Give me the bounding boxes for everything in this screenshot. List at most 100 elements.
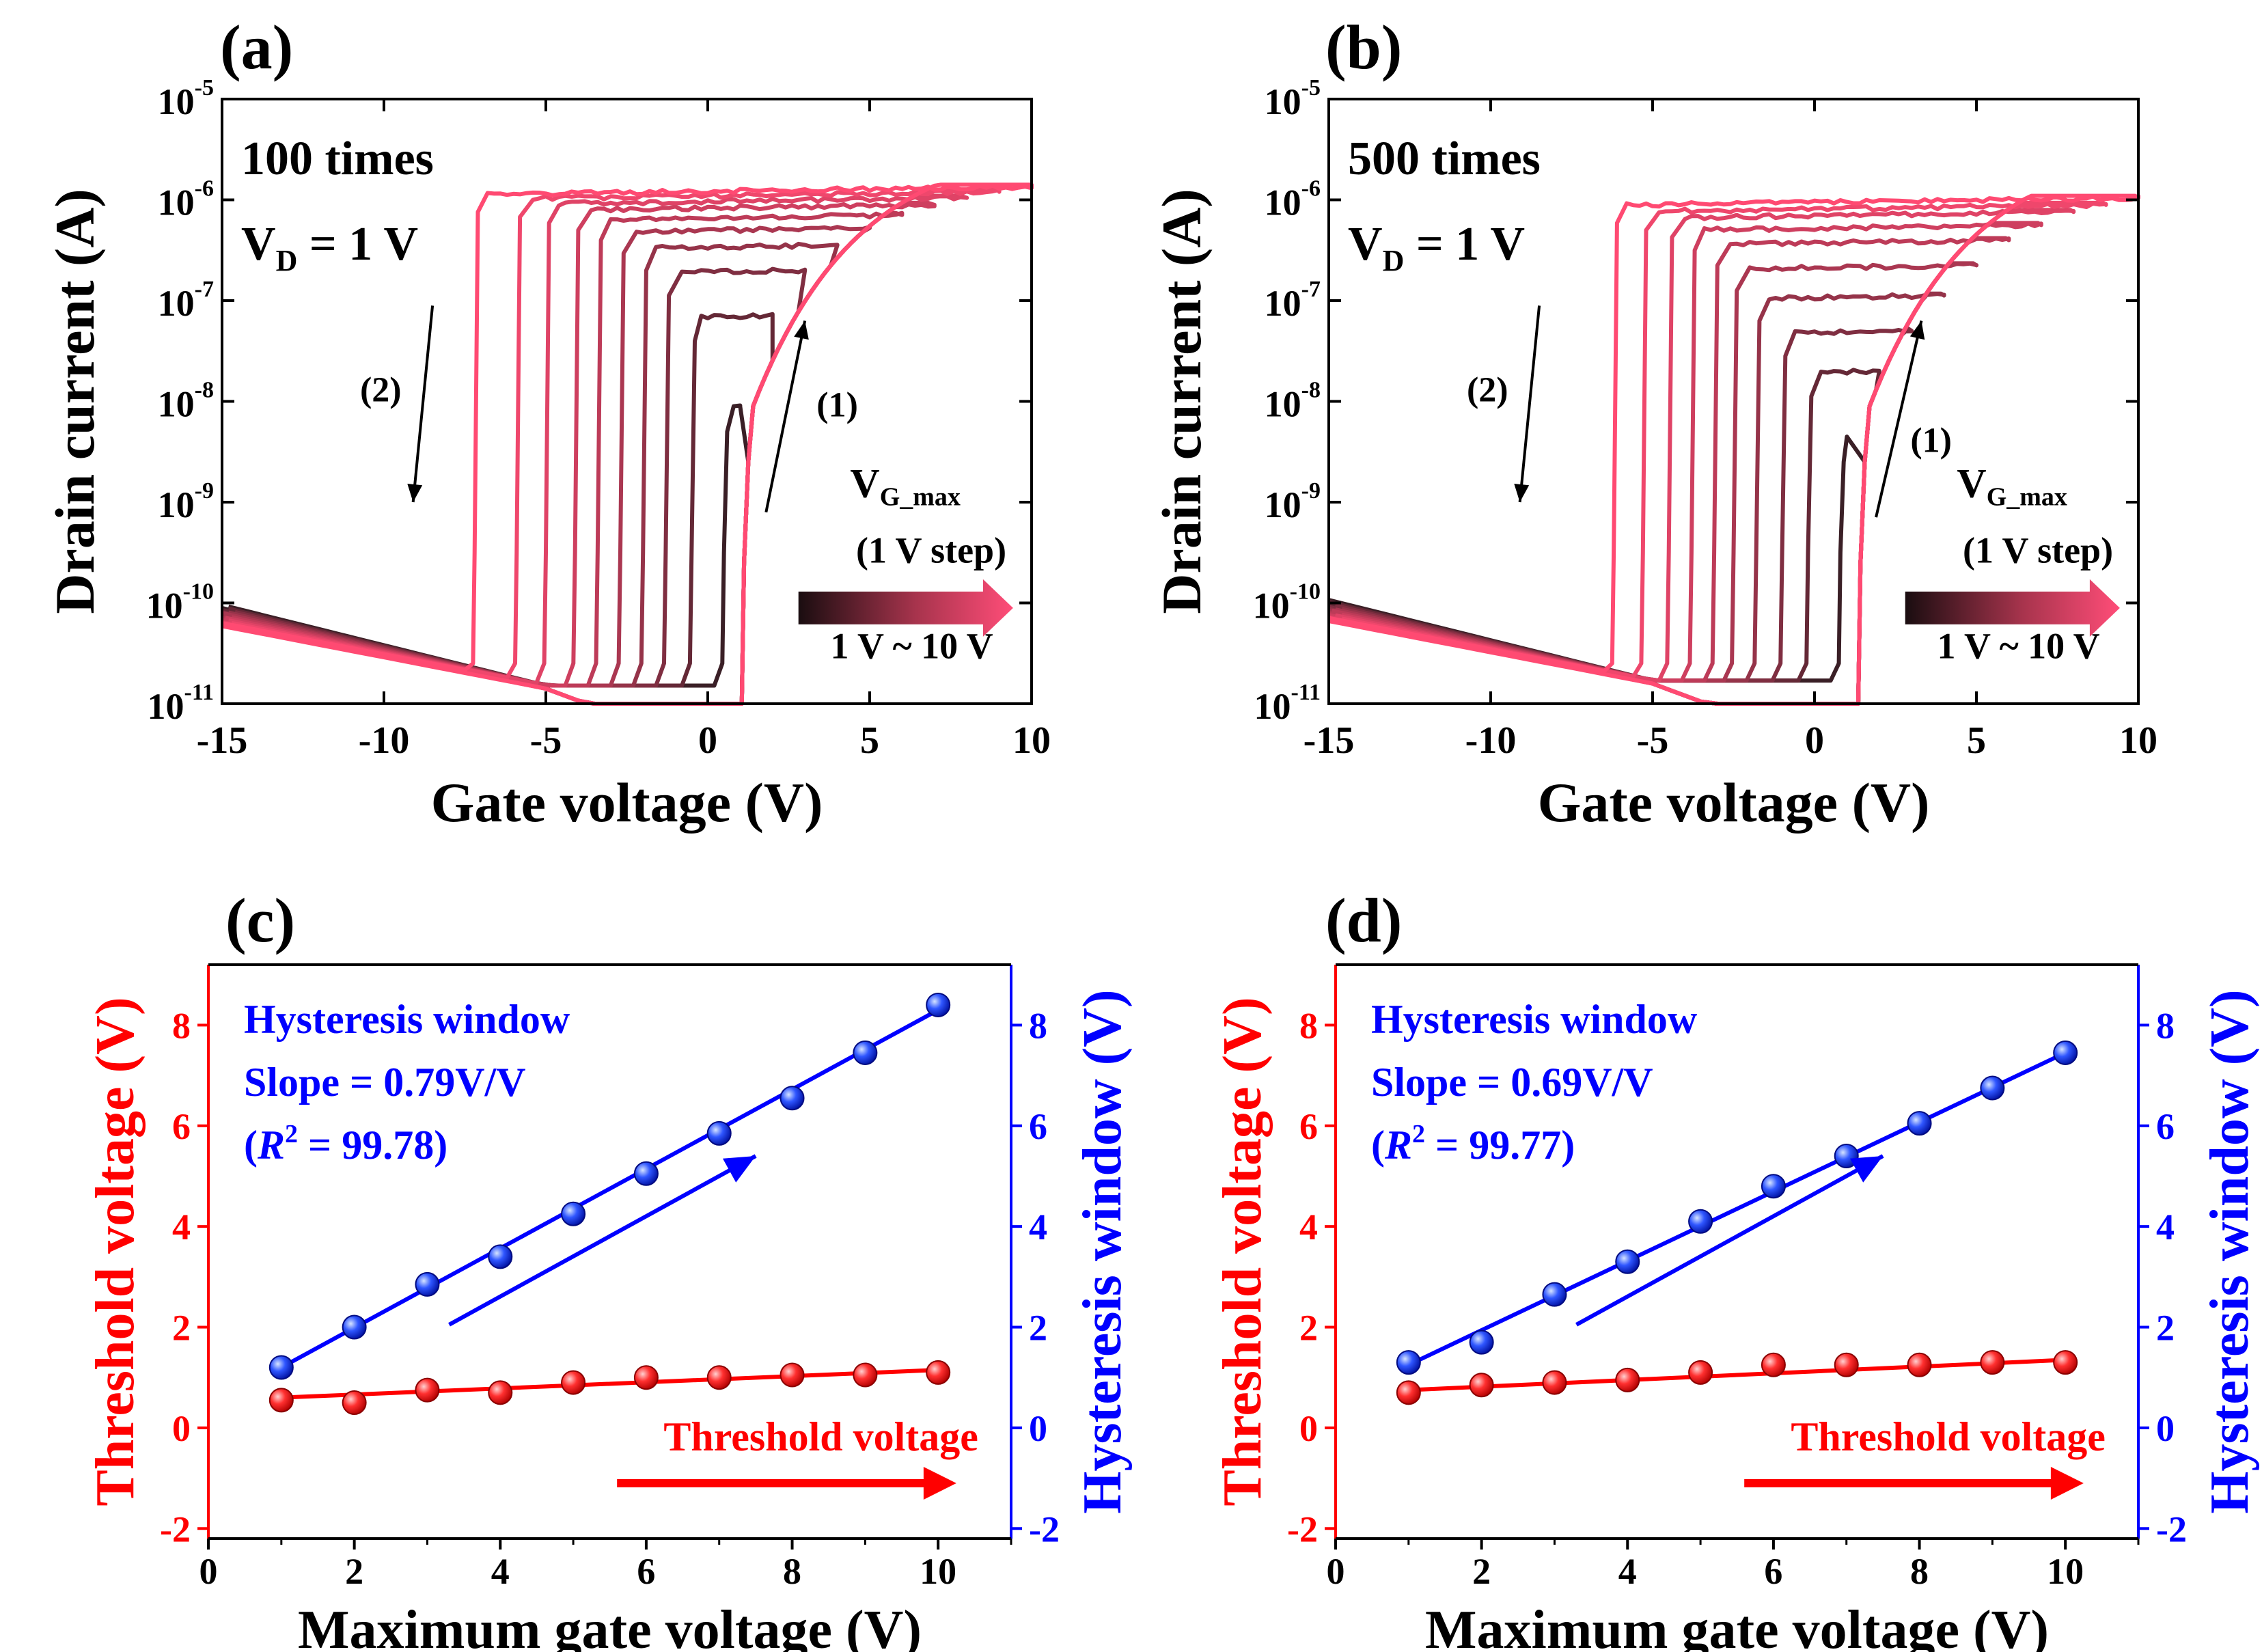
hysteresis-point [633, 1161, 659, 1186]
r2-open: ( [244, 1123, 258, 1168]
r2-value: = 99.77) [1425, 1123, 1575, 1168]
hysteresis-point [1980, 1075, 2005, 1101]
x-tick-label: -10 [359, 719, 410, 762]
x-tick-label: 5 [1967, 719, 1986, 762]
forward-sweep-arrow [764, 320, 807, 513]
hysteresis-point [561, 1201, 586, 1226]
cycle-count: 500 times [1348, 133, 1541, 185]
y-left-tick-label: 0 [1299, 1408, 1318, 1449]
threshold-point [1615, 1367, 1640, 1392]
x-tick-label: -5 [530, 719, 562, 762]
y-right-axis-title: Hysteresis window (V) [2200, 989, 2260, 1513]
x-tick-label: 10 [1012, 719, 1051, 762]
slope-label: Slope = 0.79V/V [244, 1060, 526, 1105]
vg-sub: G_max [880, 483, 961, 512]
y-tick-base: 10 [1265, 384, 1301, 425]
y-right-tick-label: 6 [1029, 1106, 1047, 1147]
x-tick-label: -10 [1465, 719, 1517, 762]
transfer-curve [1328, 291, 1946, 706]
y-tick-label: 10-6 [1265, 176, 1321, 223]
y-tick-exp: -9 [195, 478, 214, 504]
y-tick-base: 10 [1254, 686, 1291, 727]
x-tick-label: 2 [345, 1551, 363, 1592]
y-tick-base: 10 [1265, 283, 1301, 324]
x-tick-label: 6 [1764, 1551, 1782, 1592]
slope-label: Slope = 0.69V/V [1371, 1060, 1653, 1105]
r2-r: R [1384, 1123, 1412, 1168]
threshold-point [1469, 1373, 1494, 1398]
y-tick-label: 10-10 [1253, 579, 1321, 627]
vd-sub: D [276, 244, 298, 277]
x-tick-label: 4 [491, 1551, 510, 1592]
y-right-tick-label: 6 [2156, 1106, 2175, 1147]
transfer-curve [221, 403, 751, 706]
hysteresis-title: Hysteresis window [1371, 997, 1698, 1042]
y-right-tick-label: 4 [2156, 1207, 2175, 1248]
sweep-1-label: (1) [1910, 421, 1952, 460]
y-tick-base: 10 [158, 182, 195, 223]
y-tick-exp: -9 [1301, 478, 1321, 504]
y-tick-base: 10 [146, 586, 183, 627]
y-right-tick-label: -2 [2156, 1509, 2187, 1550]
y-axis-title: Drain current (A) [44, 189, 106, 614]
threshold-fit-line [281, 1368, 939, 1400]
x-tick-label: 6 [637, 1551, 655, 1592]
y-tick-exp: -8 [195, 378, 214, 403]
y-left-tick-label: 8 [1299, 1005, 1318, 1046]
y-right-tick-label: -2 [1029, 1509, 1060, 1550]
x-tick-label: 10 [2119, 719, 2157, 762]
hysteresis-point [1688, 1209, 1713, 1234]
y-tick-exp: -7 [1301, 277, 1321, 302]
x-tick-label: 8 [1910, 1551, 1929, 1592]
y-left-tick-label: 8 [172, 1005, 191, 1046]
threshold-point [268, 1388, 294, 1413]
hysteresis-point [342, 1314, 367, 1340]
vd-rest: = 1 V [297, 218, 418, 271]
x-tick-label: -5 [1637, 719, 1669, 762]
vd-label: VD = 1 V [1348, 218, 1525, 277]
x-axis-title: Gate voltage (V) [1538, 771, 1930, 834]
hysteresis-point [1761, 1174, 1786, 1199]
y-tick-base: 10 [148, 686, 184, 727]
threshold-point [926, 1360, 951, 1385]
arrow-head [1909, 320, 1925, 340]
x-tick-label: 2 [1472, 1551, 1491, 1592]
y-tick-label: 10-11 [148, 680, 214, 727]
hysteresis-point [415, 1271, 440, 1297]
range-label: 1 V ~ 10 V [831, 626, 993, 667]
y-right-axis-title: Hysteresis window (V) [1073, 989, 1133, 1513]
y-axis-title: Drain current (A) [1150, 189, 1213, 614]
y-tick-exp: -11 [1291, 680, 1321, 705]
y-left-tick-label: -2 [1287, 1509, 1318, 1550]
transfer-curve [1328, 327, 1914, 706]
hysteresis-point [853, 1040, 878, 1065]
threshold-point [1907, 1352, 1932, 1377]
hysteresis-trend-arrow [448, 1154, 757, 1327]
vgmax-label: VG_max [850, 461, 961, 512]
y-right-tick-label: 8 [2156, 1005, 2175, 1046]
hysteresis-point [2053, 1040, 2078, 1065]
y-tick-base: 10 [158, 384, 195, 425]
threshold-fit-line [1408, 1358, 2066, 1392]
y-tick-exp: -8 [1301, 378, 1321, 403]
y-tick-label: 10-5 [1265, 75, 1321, 122]
y-tick-label: 10-10 [146, 579, 214, 627]
vgmax-gradient-arrow [1905, 579, 2120, 637]
x-tick-label: 0 [698, 719, 717, 762]
x-tick-label: 0 [199, 1551, 218, 1592]
x-axis-title: Maximum gate voltage (V) [1425, 1600, 2049, 1652]
panel-b: (b)-15 -10 -5 0 5 1010-1110-1010-910-810-710-… [1150, 12, 2157, 834]
x-tick-label: 0 [1805, 719, 1824, 762]
y-right-tick-label: 4 [1029, 1207, 1047, 1248]
hysteresis-title: Hysteresis window [244, 997, 570, 1042]
r2-sup: 2 [285, 1120, 298, 1148]
sweep-2-label: (2) [360, 371, 402, 410]
panel-label: (c) [225, 885, 295, 955]
hysteresis-point [1542, 1282, 1567, 1307]
step-label: (1 V step) [856, 530, 1006, 571]
threshold-point [853, 1362, 878, 1388]
threshold-point [342, 1390, 367, 1416]
r2-open: ( [1371, 1123, 1385, 1168]
